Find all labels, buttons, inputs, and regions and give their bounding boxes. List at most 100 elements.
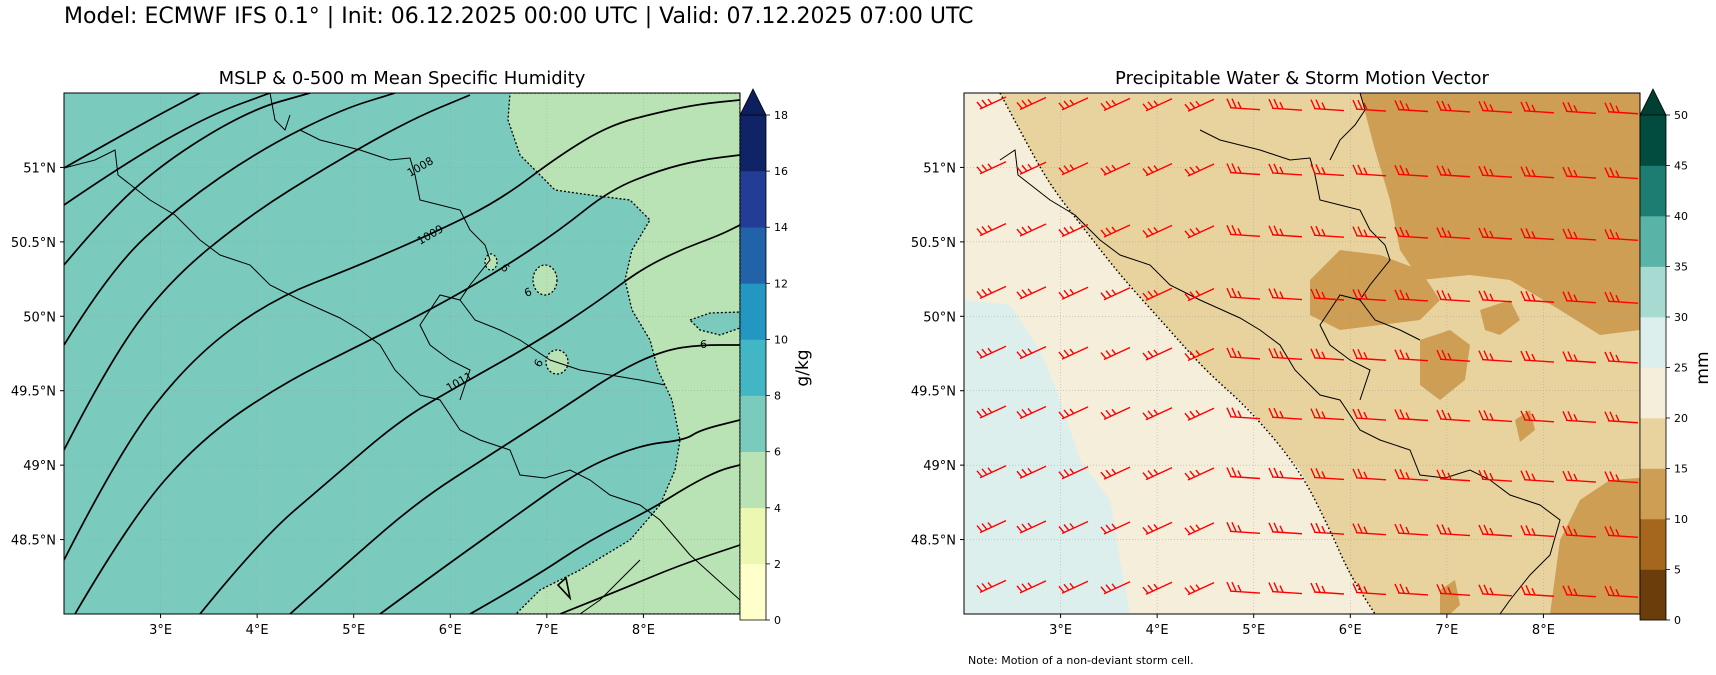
right-colorbar-tick-label: 5 xyxy=(1674,564,1681,577)
storm-motion-barb xyxy=(1268,467,1303,480)
storm-motion-barb xyxy=(1310,468,1345,481)
storm-motion-barb xyxy=(1268,522,1303,535)
storm-motion-barb xyxy=(1604,411,1639,424)
storm-motion-barb xyxy=(1436,584,1471,597)
storm-motion-barb xyxy=(1436,227,1471,240)
isobar xyxy=(64,99,740,561)
right-colorbar-segment xyxy=(1640,317,1666,368)
country-border xyxy=(999,149,1561,614)
storm-motion-barb xyxy=(1478,469,1513,482)
left-colorbar-tick-label: 6 xyxy=(774,446,781,459)
storm-motion-barb xyxy=(1268,348,1303,361)
storm-motion-barb xyxy=(1310,164,1345,177)
storm-motion-barb xyxy=(1520,525,1555,538)
storm-motion-barb xyxy=(1184,225,1215,239)
storm-motion-barb xyxy=(1016,465,1047,479)
storm-motion-barb xyxy=(1268,163,1303,176)
left-x-tick-label: 4°E xyxy=(246,623,269,638)
storm-motion-barb xyxy=(1436,349,1471,362)
storm-motion-barb xyxy=(1520,166,1555,179)
right-colorbar-segment xyxy=(1640,468,1666,520)
storm-motion-barb xyxy=(1100,162,1131,176)
storm-motion-barb xyxy=(1520,350,1555,363)
humidity-4-6-area xyxy=(507,93,740,614)
isobar xyxy=(559,544,740,614)
country-border xyxy=(1329,93,1366,161)
left-colorbar-tick-label: 16 xyxy=(774,165,788,178)
storm-motion-barb xyxy=(1310,408,1345,421)
storm-motion-barb xyxy=(1310,582,1345,595)
pw-20mm-contour xyxy=(999,93,1376,614)
storm-motion-barb xyxy=(1226,467,1261,480)
right-colorbar-segment xyxy=(1640,165,1666,217)
storm-motion-barb xyxy=(1604,471,1639,484)
isobar xyxy=(64,93,396,346)
storm-motion-barb xyxy=(1268,225,1303,238)
storm-motion-barb xyxy=(1016,405,1047,420)
storm-motion-barb xyxy=(1394,583,1429,596)
storm-motion-barb xyxy=(1394,226,1429,239)
storm-motion-barb xyxy=(1604,291,1639,304)
storm-motion-barb xyxy=(1436,409,1471,422)
pw-25-30-area xyxy=(964,300,1130,614)
right-colorbar-tick-label: 0 xyxy=(1674,614,1681,627)
storm-motion-barb xyxy=(1226,225,1261,237)
left-colorbar-segment xyxy=(740,395,766,452)
storm-motion-barb xyxy=(1520,410,1555,423)
left-y-tick-label: 49°N xyxy=(23,459,56,474)
right-x-tick-label: 3°E xyxy=(1049,623,1072,638)
country-border xyxy=(299,129,491,401)
left-panel-title: MSLP & 0-500 m Mean Specific Humidity xyxy=(218,68,586,89)
storm-motion-barb xyxy=(1142,224,1173,239)
left-map-field xyxy=(64,93,740,614)
storm-motion-barb xyxy=(1310,99,1345,112)
left-colorbar-tick-label: 2 xyxy=(774,558,781,571)
right-x-tick-label: 5°E xyxy=(1242,623,1265,638)
right-y-tick-label: 50°N xyxy=(923,310,956,325)
storm-motion-barb xyxy=(1016,580,1047,594)
storm-motion-barb xyxy=(1310,348,1345,361)
storm-motion-barb xyxy=(1016,161,1047,175)
storm-motion-barb xyxy=(1310,288,1345,301)
country-border xyxy=(579,559,641,614)
right-x-tick-label: 8°E xyxy=(1532,623,1555,638)
isobar-lines xyxy=(64,93,740,614)
storm-motion-barb xyxy=(1562,166,1597,179)
storm-motion-barb xyxy=(1604,102,1639,115)
right-panel-title: Precipitable Water & Storm Motion Vector xyxy=(1115,68,1489,89)
storm-motion-barb xyxy=(1142,466,1173,481)
storm-motion-barb xyxy=(1562,525,1597,538)
storm-motion-barb xyxy=(976,465,1007,479)
storm-motion-barb xyxy=(1016,520,1047,534)
storm-motion-barb xyxy=(1562,291,1597,304)
storm-motion-barb xyxy=(1352,408,1387,421)
right-colorbar-tick-label: 25 xyxy=(1674,362,1688,375)
storm-motion-barb xyxy=(1478,165,1513,178)
humidity-dry-pocket xyxy=(484,253,498,271)
figure-title: Model: ECMWF IFS 0.1° | Init: 06.12.2025… xyxy=(64,4,974,29)
pw-10-15-area xyxy=(1360,93,1640,335)
country-border xyxy=(269,93,291,131)
right-y-tick-label: 51°N xyxy=(923,161,956,176)
right-y-tick-label: 48.5°N xyxy=(911,534,956,549)
left-colorbar-segment xyxy=(740,227,766,284)
right-colorbar-tick-label: 40 xyxy=(1674,210,1688,223)
left-x-tick-label: 3°E xyxy=(149,623,172,638)
storm-motion-barb xyxy=(1058,406,1089,420)
right-colorbar-segment xyxy=(1640,367,1666,419)
left-colorbar-segment xyxy=(740,283,766,340)
storm-motion-barb xyxy=(1100,581,1131,595)
right-colorbar-segment xyxy=(1640,266,1666,318)
isobar xyxy=(64,94,471,451)
right-colorbar-segment xyxy=(1640,519,1666,570)
storm-motion-barb xyxy=(1562,228,1597,241)
right-colorbar-tick-label: 15 xyxy=(1674,463,1688,476)
storm-motion-barb xyxy=(1478,290,1513,303)
storm-motion-barb xyxy=(976,345,1007,359)
storm-motion-barb xyxy=(1100,287,1131,301)
storm-motion-barb xyxy=(1268,98,1303,111)
left-colorbar-tick-label: 0 xyxy=(774,614,781,627)
left-x-tick-label: 6°E xyxy=(439,623,462,638)
storm-motion-barb xyxy=(1100,406,1131,420)
left-colorbar-segment xyxy=(740,507,766,565)
